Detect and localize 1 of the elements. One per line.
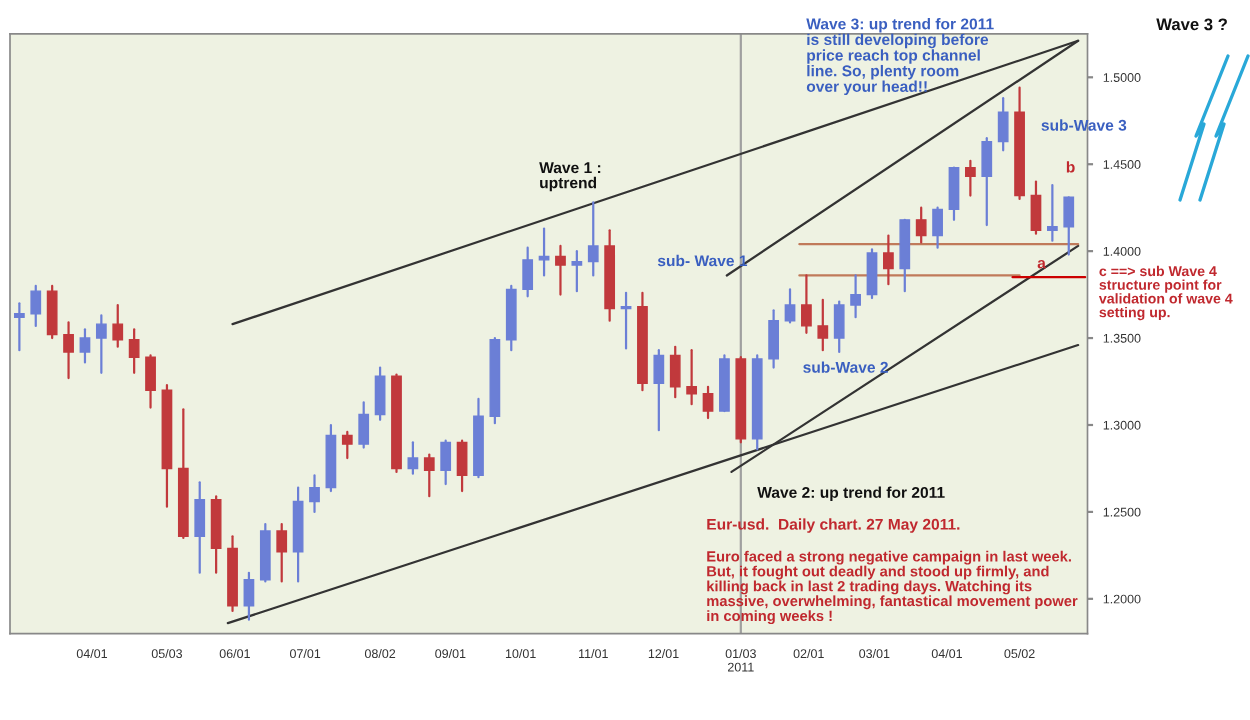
text: Wave 3 ? [1156, 18, 1227, 31]
